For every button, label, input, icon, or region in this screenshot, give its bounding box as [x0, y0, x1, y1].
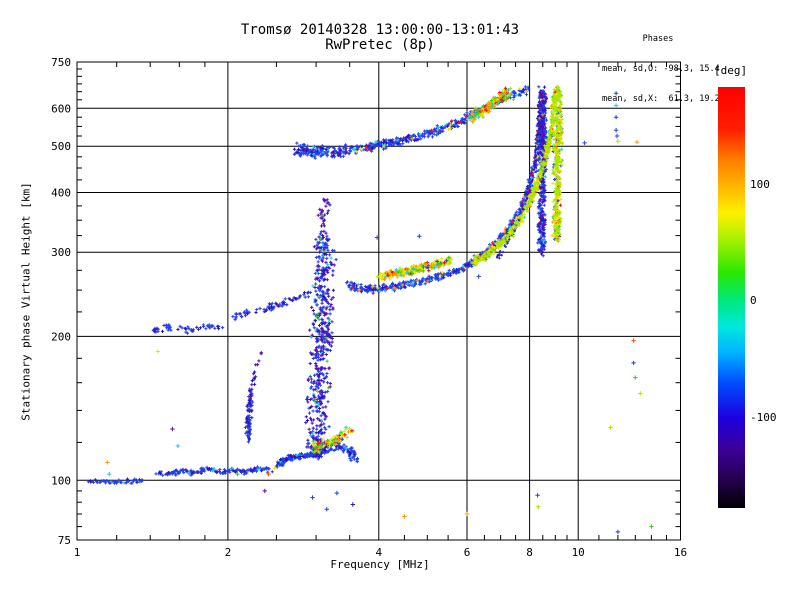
- svg-text:16: 16: [674, 546, 687, 559]
- svg-text:100: 100: [51, 474, 71, 487]
- svg-text:4: 4: [375, 546, 382, 559]
- svg-text:500: 500: [51, 140, 71, 153]
- svg-text:75: 75: [58, 534, 71, 547]
- svg-text:8: 8: [526, 546, 533, 559]
- colorbar-tick-label: 100: [750, 178, 770, 191]
- colorbar-tick-label: 0: [750, 294, 757, 307]
- svg-text:750: 750: [51, 56, 71, 69]
- phase-stats-x-line: mean, sd,X: 61.3, 19.2: [602, 94, 720, 104]
- svg-text:10: 10: [572, 546, 585, 559]
- svg-text:300: 300: [51, 246, 71, 259]
- svg-text:200: 200: [51, 330, 71, 343]
- plot-subtitle: RwPretec (8p): [325, 37, 435, 53]
- svg-text:1: 1: [74, 546, 81, 559]
- svg-text:600: 600: [51, 102, 71, 115]
- x-axis-title: Frequency [MHz]: [330, 558, 430, 571]
- svg-text:400: 400: [51, 187, 71, 200]
- colorbar-unit-label: [deg]: [714, 64, 748, 77]
- phase-stats-header: Phases: [642, 34, 674, 44]
- svg-text:2: 2: [225, 546, 232, 559]
- svg-text:6: 6: [464, 546, 471, 559]
- colorbar-gradient: [718, 87, 745, 508]
- plot-title: Tromsø 20140328 13:00:00-13:01:43: [240, 22, 520, 38]
- colorbar-tick-label: -100: [750, 411, 777, 424]
